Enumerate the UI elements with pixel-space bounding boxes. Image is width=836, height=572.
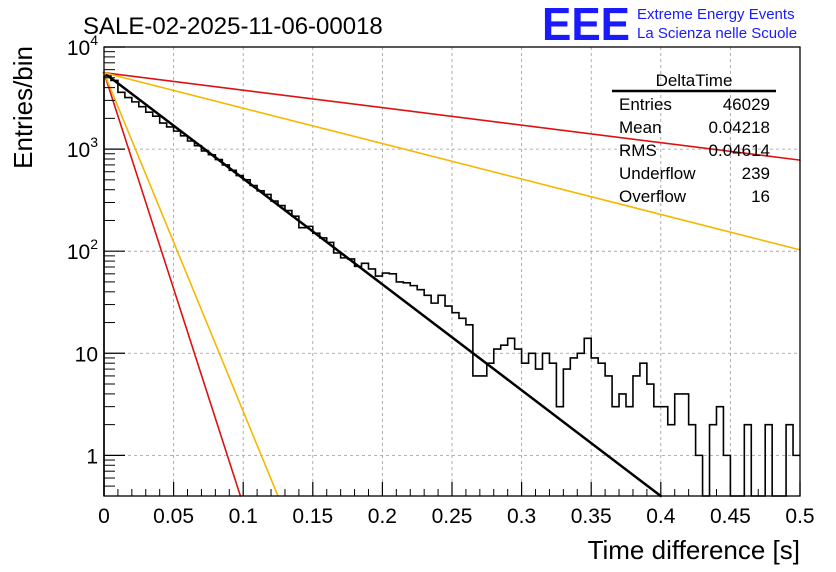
- y-tick-exponent: 3: [90, 134, 98, 150]
- ticks: 0 0.05 0.1 0.15 0.2 0.25 0.3 0.35 0.4 0.45 0.51101…: [67, 32, 815, 528]
- x-tick-label: 0.15: [292, 505, 333, 528]
- series-rate-lower-red: [103, 71, 242, 497]
- stats-row-label: Overflow: [619, 187, 687, 206]
- stats-row-value: 0.04614: [709, 141, 770, 160]
- logo-line-1: Extreme Energy Events: [637, 6, 795, 23]
- stats-row-value: 46029: [723, 95, 770, 114]
- series-rate-upper-red: [103, 71, 801, 161]
- x-axis-label: Time difference [s]: [588, 535, 800, 565]
- x-tick-label: 0.35: [571, 505, 612, 528]
- x-tick-label: 0.05: [153, 505, 194, 528]
- x-tick-label: 0.2: [368, 505, 397, 528]
- y-tick-label: 102: [67, 236, 98, 264]
- stats-row-label: RMS: [619, 141, 657, 160]
- x-tick-label: 0.1: [229, 505, 258, 528]
- y-tick-label: 10: [75, 343, 98, 366]
- stats-row-label: Entries: [619, 95, 672, 114]
- y-tick-label: 103: [67, 134, 98, 162]
- y-tick-exponent: 2: [90, 236, 98, 252]
- x-tick-label: 0.45: [710, 505, 751, 528]
- stats-row-value: 239: [742, 164, 770, 183]
- series-rate-upper-orange: [103, 71, 801, 251]
- y-tick-base: 10: [67, 139, 90, 162]
- y-tick-label: 104: [67, 32, 98, 60]
- plot-frame: [103, 46, 801, 497]
- chart-title: SALE-02-2025-11-06-00018: [83, 13, 383, 40]
- y-tick-exponent: 4: [90, 32, 98, 48]
- eee-logo: EEE Extreme Energy Events La Scienza nel…: [542, 0, 797, 50]
- x-tick-label: 0: [98, 505, 110, 528]
- x-tick-label: 0.3: [507, 505, 536, 528]
- series-fit: [102, 71, 663, 498]
- y-tick-base: 10: [67, 37, 90, 60]
- series-rate-lower-orange: [103, 71, 279, 497]
- stats-rows: Entries 46029 Mean 0.04218 RMS 0.04614 Underfl…: [619, 95, 770, 206]
- logo-line-2: La Scienza nelle Scuole: [637, 25, 797, 42]
- stats-row-value: 0.04218: [709, 118, 770, 137]
- histogram-DeltaTime: [103, 75, 800, 497]
- stats-row-value: 16: [751, 187, 770, 206]
- x-tick-label: 0.4: [646, 505, 676, 528]
- x-tick-label: 0.25: [432, 505, 473, 528]
- y-tick-label: 1: [86, 445, 98, 468]
- y-tick-base: 10: [67, 241, 90, 264]
- curves: [102, 71, 801, 498]
- stats-row-label: Mean: [619, 118, 662, 137]
- stats-box: DeltaTime Entries 46029 Mean 0.04218 RMS 0.04…: [612, 71, 776, 206]
- stats-row-label: Underflow: [619, 164, 696, 183]
- stats-title: DeltaTime: [656, 71, 733, 90]
- x-tick-label: 0.5: [785, 505, 814, 528]
- eee-logo-text: EEE: [542, 0, 630, 50]
- y-axis-label: Entries/bin: [8, 46, 38, 169]
